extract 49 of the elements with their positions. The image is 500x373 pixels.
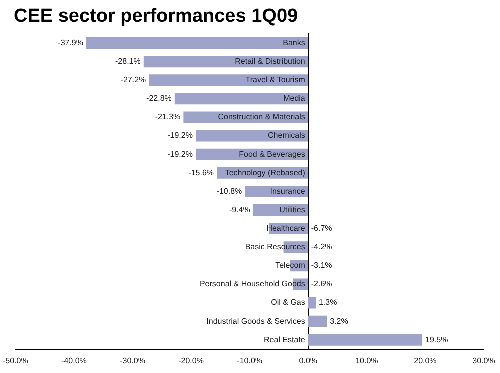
data-label: -19.2% (168, 131, 193, 140)
y-tick-label: Travel & Tourism (246, 76, 306, 85)
x-tick-label: 30.0% (472, 356, 496, 366)
data-label: -22.8% (146, 94, 172, 104)
x-tick-label: 20.0% (414, 356, 437, 366)
data-label: -3.1% (311, 261, 332, 270)
y-tick-label: Media (284, 94, 306, 104)
y-tick-label: Telecom (276, 261, 306, 270)
y-tick-label: Food & Beverages (239, 150, 306, 159)
x-tick-label: 10.0% (356, 356, 378, 366)
bar (149, 74, 308, 86)
y-tick-label: Retail & Distribution (235, 57, 306, 66)
data-label: -2.6% (311, 280, 332, 289)
data-label: -10.8% (216, 186, 242, 196)
bar (86, 38, 308, 50)
bar (308, 334, 423, 346)
data-label: -37.9% (58, 38, 84, 48)
bar (196, 130, 308, 142)
y-tick-label: Chemicals (268, 131, 306, 140)
chart-title: CEE sector performances 1Q09 (14, 6, 298, 28)
y-tick-label: Personal & Household Goods (200, 280, 306, 289)
y-tick-label: Utilities (280, 205, 306, 214)
data-label: 19.5% (426, 335, 448, 344)
y-tick-label: Technology (Rebased) (225, 168, 306, 178)
x-tick-label: 0.0% (299, 356, 318, 366)
y-tick-label: Banks (283, 38, 306, 48)
x-tick-label: -50.0% (2, 356, 28, 366)
data-label: -21.3% (155, 112, 181, 122)
x-tick-label: -40.0% (62, 356, 87, 366)
data-label: -27.2% (120, 76, 146, 85)
x-tick-label: -10.0% (237, 356, 263, 366)
data-label: 1.3% (318, 298, 338, 308)
y-tick-label: Insurance (270, 186, 306, 196)
y-tick-label: Oil & Gas (271, 298, 306, 308)
x-tick-label: -20.0% (178, 356, 204, 366)
data-label: -19.2% (168, 150, 193, 159)
y-tick-label: Construction & Materials (218, 112, 306, 122)
bar (308, 316, 328, 328)
data-label: -9.4% (229, 205, 250, 214)
y-tick-label: Real Estate (264, 335, 306, 344)
y-tick-label: Industrial Goods & Services (206, 316, 306, 326)
x-tick-label: -30.0% (120, 356, 146, 366)
data-label: -4.2% (311, 242, 332, 252)
bar (174, 93, 308, 105)
data-label: 3.2% (330, 316, 348, 326)
data-label: -28.1% (116, 57, 141, 66)
data-label: -15.6% (188, 168, 214, 178)
bar (308, 297, 316, 309)
data-label: -6.7% (311, 224, 332, 234)
